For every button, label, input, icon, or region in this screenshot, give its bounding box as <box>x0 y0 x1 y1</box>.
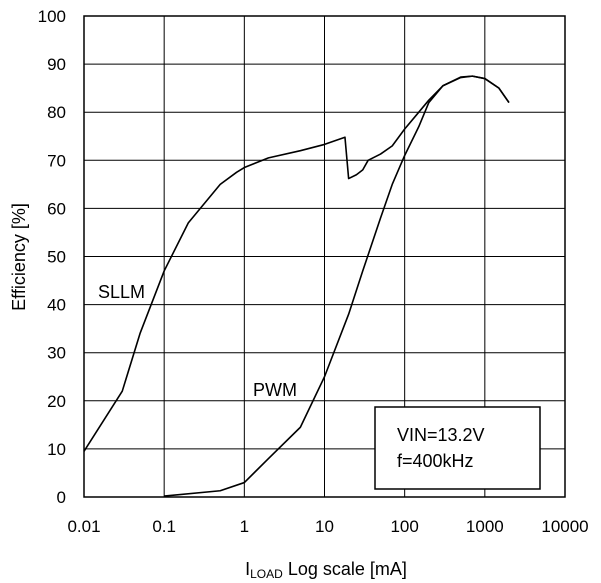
y-tick-label: 70 <box>47 151 66 170</box>
series-group <box>83 75 510 497</box>
annotation-box-frame <box>374 406 541 490</box>
series-label-pwm: PWM <box>253 380 297 400</box>
y-tick-label: 50 <box>47 248 66 267</box>
series-line-pwm <box>164 75 510 497</box>
x-tick-label: 100 <box>390 517 418 536</box>
annotation-frequency: f=400kHz <box>397 451 474 471</box>
x-axis-label: ILOAD Log scale [mA] <box>245 559 407 581</box>
y-axis-label: Efficiency [%] <box>9 203 29 311</box>
y-tick-label: 10 <box>47 440 66 459</box>
x-tick-label: 0.01 <box>67 517 100 536</box>
y-tick-label: 0 <box>57 488 66 507</box>
plot-frame <box>83 15 566 498</box>
series-label-sllm: SLLM <box>98 282 145 302</box>
x-axis-label-subscript: LOAD <box>250 567 283 581</box>
x-tick-label: 1 <box>240 517 249 536</box>
x-tick-labels: 0.01 0.1 1 10 100 1000 10000 <box>67 517 588 536</box>
y-tick-label: 90 <box>47 55 66 74</box>
y-tick-label: 20 <box>47 392 66 411</box>
condition-annotation-box: VIN=13.2V f=400kHz <box>374 406 541 490</box>
x-axis-label-main: I <box>245 559 250 579</box>
y-tick-label: 30 <box>47 344 66 363</box>
x-tick-label: 0.1 <box>152 517 176 536</box>
x-tick-label: 1000 <box>466 517 504 536</box>
y-tick-label: 40 <box>47 296 66 315</box>
y-tick-label: 100 <box>38 7 66 26</box>
x-axis-label-rest: Log scale [mA] <box>283 559 407 579</box>
x-tick-label: 10000 <box>541 517 588 536</box>
y-tick-labels: 0 10 20 30 40 50 60 70 80 90 100 <box>38 7 66 507</box>
x-tick-label: 10 <box>315 517 334 536</box>
y-tick-label: 80 <box>47 103 66 122</box>
y-tick-label: 60 <box>47 199 66 218</box>
annotation-vin: VIN=13.2V <box>397 425 485 445</box>
